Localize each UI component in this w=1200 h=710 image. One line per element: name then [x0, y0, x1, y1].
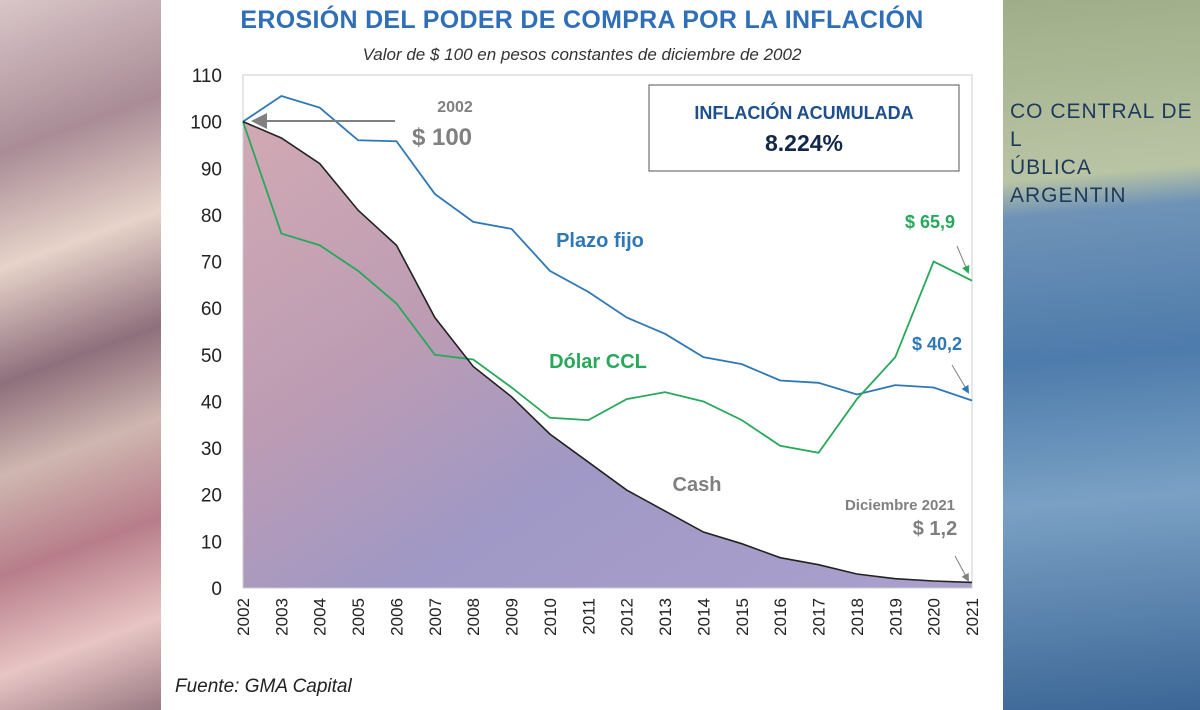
source-note: Fuente: GMA Capital — [175, 676, 352, 697]
x-tick-label: 2009 — [503, 598, 522, 636]
annotation-100: $ 100 — [412, 124, 472, 151]
annotation-2002: 2002 — [437, 99, 473, 116]
x-tick-label: 2004 — [311, 598, 330, 636]
banner-line: ÚBLICA ARGENTIN — [1010, 156, 1127, 207]
arrow-65-9 — [956, 245, 970, 274]
x-tick-label: 2005 — [349, 598, 368, 636]
y-tick-label: 80 — [201, 206, 222, 227]
chart-subtitle: Valor de $ 100 en pesos constantes de di… — [362, 45, 802, 64]
series-label-plazo-fijo: Plazo fijo — [556, 230, 644, 252]
x-tick-label: 2018 — [848, 598, 867, 636]
series-line-d-lar-ccl — [242, 121, 973, 454]
inflation-value: 8.224% — [765, 130, 843, 156]
y-tick-label: 30 — [201, 439, 222, 460]
x-tick-label: 2010 — [541, 598, 560, 636]
inflation-box — [648, 84, 960, 172]
series-label-cash: Cash — [673, 474, 722, 496]
x-tick-label: 2014 — [694, 598, 713, 636]
arrow-1-2 — [954, 555, 969, 582]
y-tick-label: 50 — [201, 346, 222, 367]
series-line-cash — [242, 120, 973, 584]
background-banknote-text: CO CENTRAL DE L ÚBLICA ARGENTIN — [1010, 98, 1200, 210]
annotation-65-9: $ 65,9 — [905, 212, 955, 232]
cash-area-banknote-fill — [243, 121, 972, 589]
x-tick-label: 2011 — [579, 598, 598, 635]
x-tick-label: 2002 — [234, 598, 253, 636]
x-tick-label: 2008 — [464, 598, 483, 636]
y-tick-label: 90 — [201, 159, 222, 180]
banknote-background-left — [0, 0, 161, 710]
x-tick-label: 2017 — [810, 598, 829, 636]
x-tick-label: 2021 — [963, 598, 982, 636]
annotation-40-2: $ 40,2 — [912, 334, 962, 354]
arrow-40-2 — [951, 364, 970, 394]
y-tick-label: 100 — [190, 113, 222, 134]
x-tick-label: 2003 — [272, 598, 291, 636]
banknote-background-right — [1003, 0, 1200, 710]
series-label-dolar-ccl: Dólar CCL — [549, 351, 647, 373]
inflation-label: INFLACIÓN ACUMULADA — [694, 102, 913, 123]
annotation-diciembre-2021: Diciembre 2021 — [845, 497, 955, 514]
y-tick-label: 10 — [201, 532, 222, 553]
plot-frame — [242, 74, 973, 589]
x-tick-label: 2016 — [771, 598, 790, 636]
y-tick-label: 60 — [201, 299, 222, 320]
y-tick-label: 110 — [192, 66, 222, 87]
x-tick-label: 2019 — [886, 598, 905, 636]
x-tick-label: 2020 — [925, 598, 944, 636]
x-tick-label: 2013 — [656, 598, 675, 636]
y-tick-label: 20 — [201, 486, 222, 507]
banner-line: CO CENTRAL DE L — [1010, 100, 1193, 151]
x-tick-label: 2006 — [387, 598, 406, 636]
x-tick-label: 2015 — [733, 598, 752, 636]
y-tick-label: 70 — [201, 253, 222, 274]
series-line-plazo-fijo — [242, 95, 973, 402]
x-tick-label: 2012 — [618, 598, 637, 636]
y-tick-label: 0 — [211, 579, 222, 600]
annotation-1-2: $ 1,2 — [913, 518, 957, 540]
y-tick-label: 40 — [201, 392, 222, 413]
x-tick-label: 2007 — [426, 598, 445, 636]
chart-title: EROSIÓN DEL PODER DE COMPRA POR LA INFLA… — [240, 6, 924, 34]
